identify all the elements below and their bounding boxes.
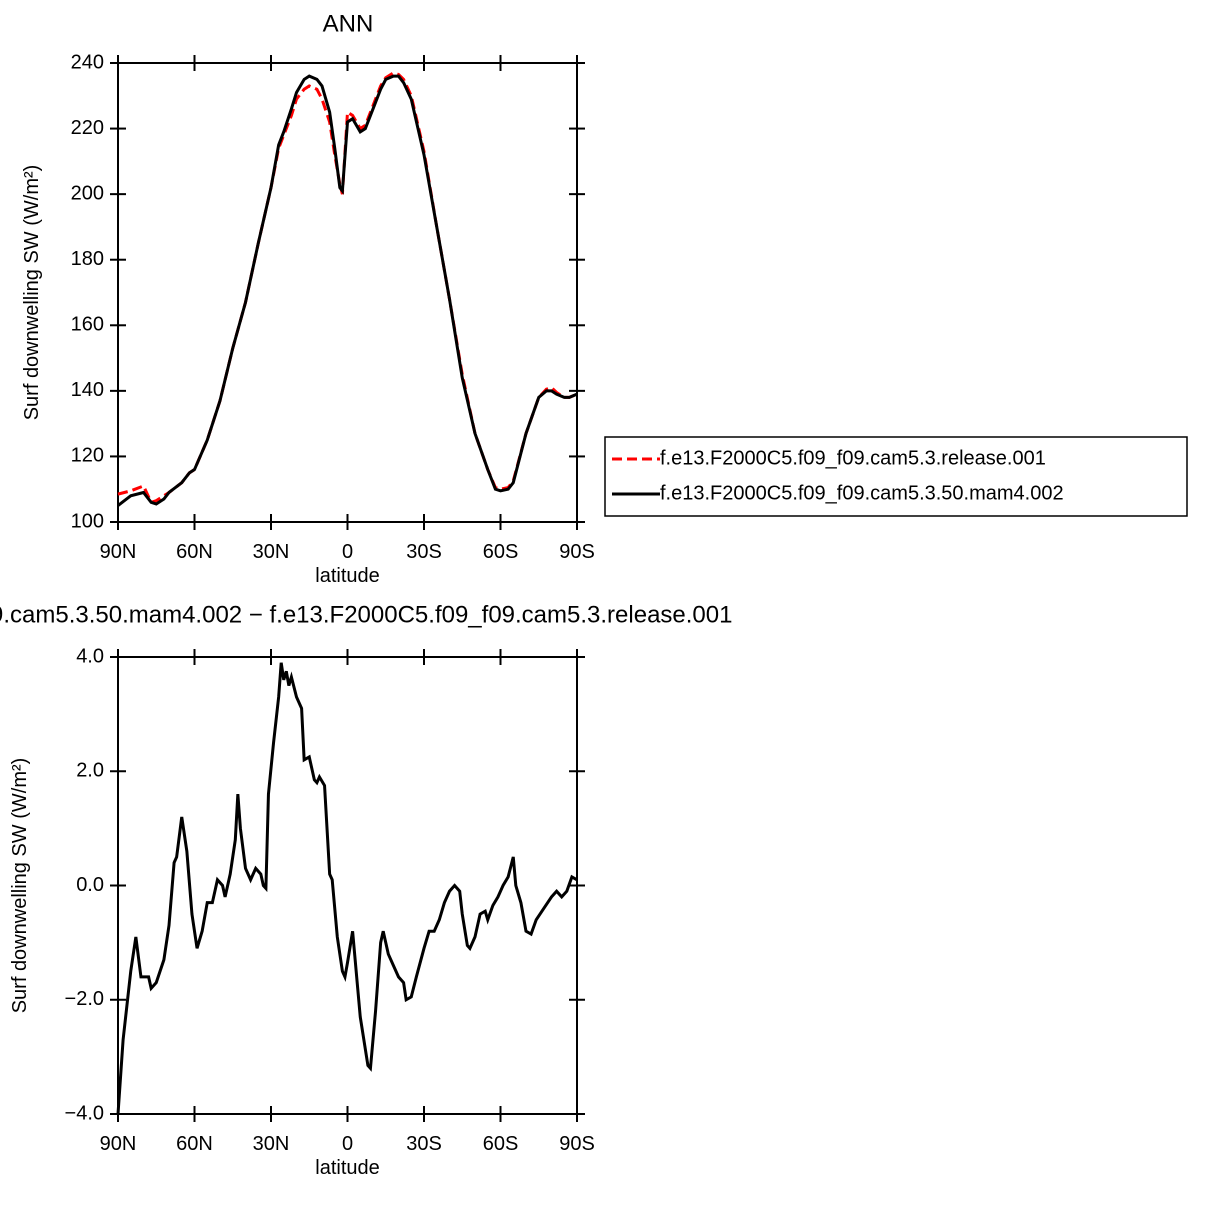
y-tick-label: 160 — [71, 314, 104, 336]
x-tick-label: 60S — [483, 541, 519, 563]
y-tick-label: 100 — [71, 510, 104, 532]
y-tick-label: 120 — [71, 445, 104, 467]
chart-title: ANN — [323, 10, 374, 37]
x-tick-label: 60N — [176, 1133, 213, 1155]
legend-label: f.e13.F2000C5.f09_f09.cam5.3.release.001 — [660, 447, 1046, 469]
legend-label: f.e13.F2000C5.f09_f09.cam5.3.50.mam4.002 — [660, 482, 1064, 504]
x-tick-label: 90S — [559, 541, 595, 563]
y-tick-label: −2.0 — [65, 988, 104, 1010]
y-tick-label: 180 — [71, 248, 104, 270]
panel: 9.cam5.3.50.mam4.002 − f.e13.F2000C5.f09… — [0, 601, 732, 1179]
x-tick-label: 30N — [253, 1133, 290, 1155]
legend-box — [604, 436, 1188, 517]
x-tick-label: 0 — [342, 541, 353, 563]
y-tick-label: 240 — [71, 51, 104, 73]
y-axis-label: Surf downwelling SW (W/m²) — [9, 758, 31, 1014]
y-tick-label: 2.0 — [76, 760, 104, 782]
y-tick-label: 4.0 — [76, 645, 104, 667]
plot-frame — [117, 656, 578, 1115]
panel: ANN 100 120 140 160 180 200 220 240 90N 60N 30N 0 30S… — [21, 10, 1188, 587]
y-tick-label: −4.0 — [65, 1102, 104, 1124]
x-tick-label: 90S — [559, 1133, 595, 1155]
y-axis-label: Surf downwelling SW (W/m²) — [21, 165, 43, 421]
x-tick-label: 0 — [342, 1133, 353, 1155]
x-tick-label: 60N — [176, 541, 213, 563]
x-tick-label: 30S — [406, 541, 442, 563]
y-tick-label: 140 — [71, 379, 104, 401]
x-tick-label: 60S — [483, 1133, 519, 1155]
chart-title: 9.cam5.3.50.mam4.002 − f.e13.F2000C5.f09… — [0, 601, 732, 628]
y-tick-label: 0.0 — [76, 874, 104, 896]
x-tick-label: 30S — [406, 1133, 442, 1155]
plot-frame — [117, 62, 578, 523]
legend: f.e13.F2000C5.f09_f09.cam5.3.release.001… — [604, 436, 1188, 517]
x-tick-label: 30N — [253, 541, 290, 563]
y-tick-label: 200 — [71, 182, 104, 204]
x-tick-label: 90N — [100, 1133, 137, 1155]
x-axis-label: latitude — [315, 1157, 380, 1179]
data-line — [117, 74, 578, 507]
y-tick-label: 220 — [71, 117, 104, 139]
data-line — [116, 662, 578, 1115]
x-tick-label: 90N — [100, 541, 137, 563]
x-axis-label: latitude — [315, 565, 380, 587]
